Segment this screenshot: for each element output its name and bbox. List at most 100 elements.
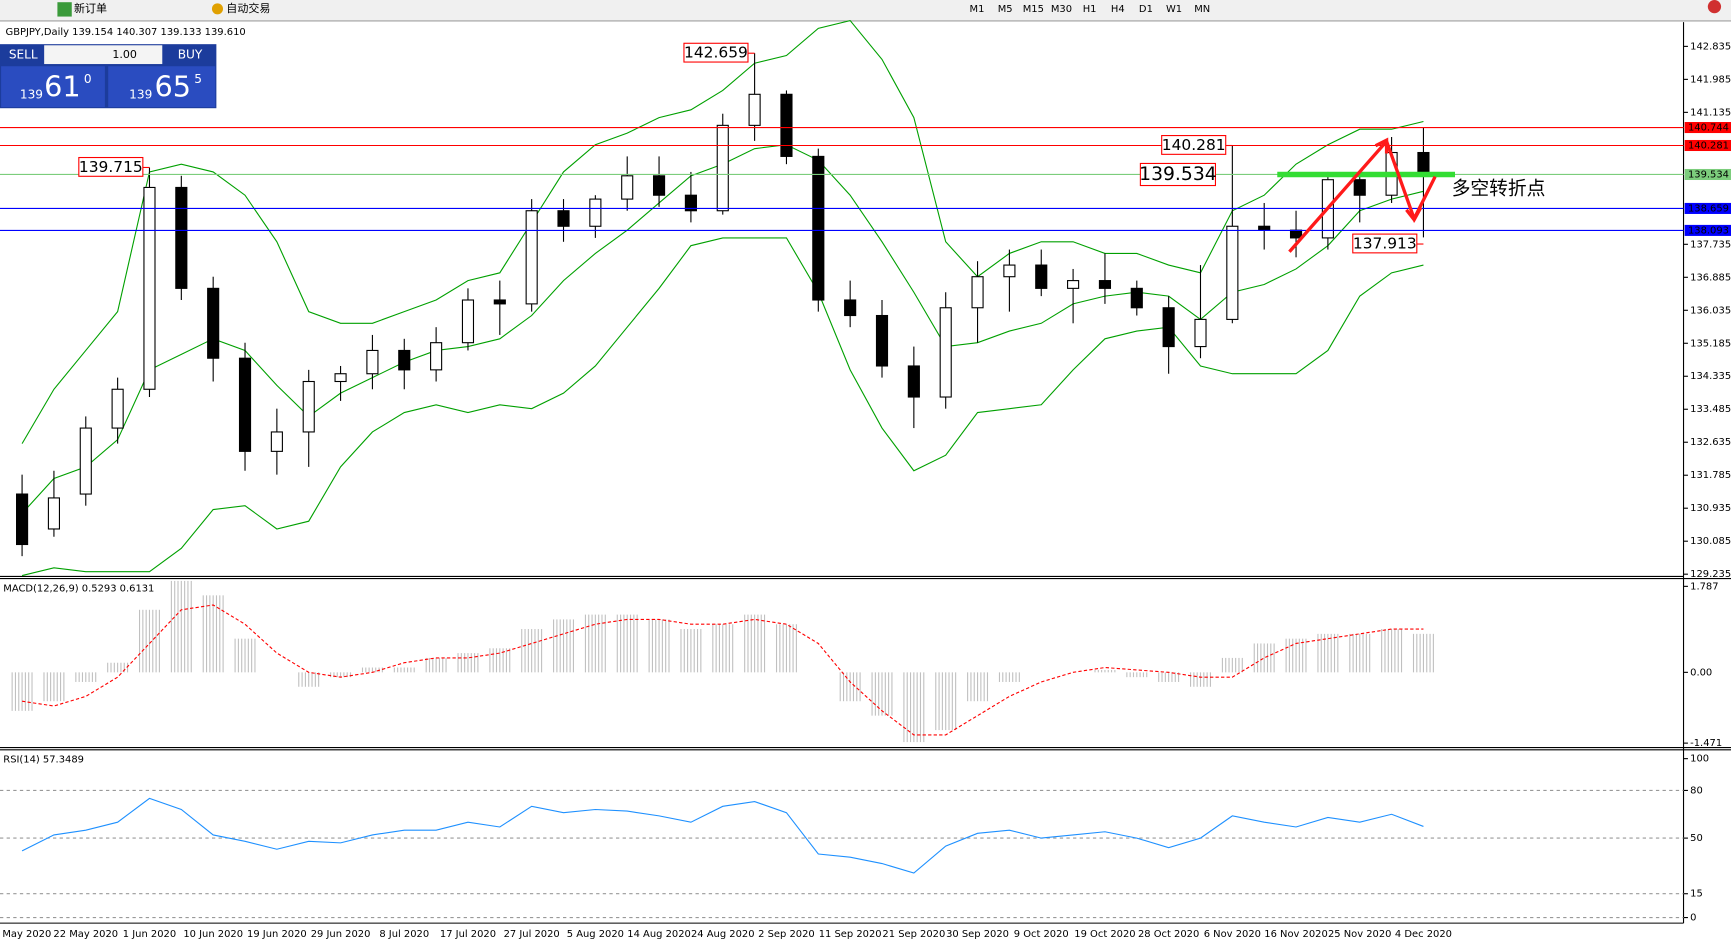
x-tick-label: 29 Jun 2020 (311, 929, 371, 940)
candle-body (557, 210, 570, 227)
price-annotation: 139.715 (79, 158, 143, 176)
x-tick-label: 17 Jul 2020 (440, 929, 496, 940)
y-tick-label: 80 (1690, 785, 1703, 796)
rsi-title: RSI(14) 57.3489 (3, 755, 84, 766)
sell-price-big[interactable]: 139 (20, 87, 43, 101)
candle-body (207, 287, 220, 359)
candle-body (1353, 179, 1366, 196)
level-price-box (1684, 168, 1731, 181)
macd-signal (21, 604, 1424, 736)
level-price-box (1684, 224, 1731, 236)
period-button[interactable]: M5 (998, 4, 1013, 15)
candle-body (621, 175, 634, 200)
level-price-box (1684, 122, 1731, 134)
auto-trade-button[interactable]: 自动交易 (226, 1, 270, 15)
candle-body (939, 307, 952, 398)
y-tick-label: 135.185 (1690, 338, 1731, 349)
y-tick-label: 141.135 (1690, 107, 1731, 118)
y-tick-label: 132.635 (1690, 437, 1731, 448)
candle-body (1067, 280, 1080, 289)
candle-body (684, 194, 697, 212)
price-annotation: 137.913 (1353, 235, 1417, 253)
period-button[interactable]: W1 (1166, 4, 1182, 15)
x-tick-label: 19 Oct 2020 (1074, 929, 1135, 940)
period-button[interactable]: H4 (1111, 4, 1125, 15)
candle-body (398, 349, 411, 371)
notification-badge[interactable] (1707, 0, 1722, 14)
candle-body (875, 314, 889, 367)
period-button[interactable]: M30 (1051, 4, 1072, 15)
x-tick-label: 8 Jul 2020 (379, 929, 429, 940)
candle-body (1194, 318, 1207, 348)
sell-button[interactable] (1, 66, 105, 108)
turning-point-label: 多空转折点 (1452, 177, 1546, 199)
x-tick-label: 5 Aug 2020 (567, 929, 624, 940)
lots-input[interactable]: 1.00 (112, 48, 137, 61)
level-price-label: 138.659 (1688, 203, 1729, 214)
y-tick-label: -1.471 (1690, 738, 1722, 749)
y-tick-label: 0.00 (1690, 667, 1712, 678)
candle-body (907, 365, 920, 398)
buy-price-fraction[interactable]: 5 (194, 72, 202, 86)
level-price-label: 139.534 (1688, 169, 1729, 180)
chart-window (0, 22, 1731, 943)
sell-price-pips[interactable]: 61 (44, 69, 81, 103)
y-tick-label: 15 (1690, 889, 1703, 900)
candle-body (493, 299, 506, 305)
candle-body (652, 175, 666, 196)
candle-body (238, 357, 252, 452)
arrow-path (1288, 138, 1437, 253)
y-tick-label: 1.787 (1690, 581, 1718, 592)
candle-body (16, 493, 29, 546)
auto-trade-icon[interactable] (211, 3, 223, 15)
sell-price-fraction[interactable]: 0 (84, 72, 92, 86)
buy-button[interactable] (108, 66, 216, 108)
x-tick-label: 28 Oct 2020 (1138, 929, 1199, 940)
candle-body (1289, 229, 1303, 239)
level-price-box (1684, 139, 1731, 152)
x-tick-label: 30 Sep 2020 (946, 929, 1009, 940)
period-button[interactable]: MN (1194, 4, 1210, 15)
period-button[interactable]: D1 (1139, 4, 1153, 15)
arrow-head (1405, 206, 1423, 223)
candle-body (716, 124, 729, 212)
y-tick-label: 142.835 (1690, 41, 1731, 52)
candle-body (525, 210, 538, 305)
candle-body (47, 497, 60, 530)
sell-label[interactable]: SELL (9, 48, 38, 62)
y-tick-label: 130.085 (1690, 536, 1731, 547)
candle-body (748, 93, 761, 126)
new-order-icon[interactable] (57, 2, 72, 17)
candle-body (812, 155, 825, 301)
x-tick-label: 6 Nov 2020 (1204, 929, 1261, 940)
candle-body (971, 276, 984, 309)
y-tick-label: 0 (1690, 913, 1696, 924)
x-tick-label: 27 Jul 2020 (504, 929, 560, 940)
y-tick-label: 100 (1690, 754, 1709, 765)
bollinger-lower (21, 237, 1424, 577)
arrow-head (1374, 137, 1389, 154)
new-order-button[interactable]: 新订单 (74, 1, 107, 15)
level-price-box (1684, 202, 1731, 214)
period-button[interactable]: H1 (1083, 4, 1097, 15)
buy-price-pips[interactable]: 65 (155, 69, 192, 103)
x-tick-label: 16 Nov 2020 (1264, 929, 1328, 940)
period-button[interactable]: M15 (1023, 4, 1044, 15)
candle-body (589, 198, 602, 227)
x-tick-label: 24 Aug 2020 (691, 929, 755, 940)
x-tick-label: 14 Aug 2020 (627, 929, 691, 940)
lots-box[interactable] (44, 45, 163, 65)
candle-body (143, 186, 156, 390)
buy-price-big[interactable]: 139 (129, 87, 152, 101)
x-tick-label: 19 Jun 2020 (247, 929, 307, 940)
level-price-label: 138.093 (1688, 225, 1729, 236)
candle-body (1226, 225, 1239, 320)
y-tick-label: 137.735 (1690, 239, 1731, 250)
macd-title: MACD(12,26,9) 0.5293 0.6131 (3, 584, 154, 595)
candle-body (1130, 287, 1143, 309)
buy-label[interactable]: BUY (178, 48, 203, 62)
candle-body (270, 431, 283, 452)
candle-body (366, 349, 379, 375)
period-button[interactable]: M1 (970, 4, 985, 15)
